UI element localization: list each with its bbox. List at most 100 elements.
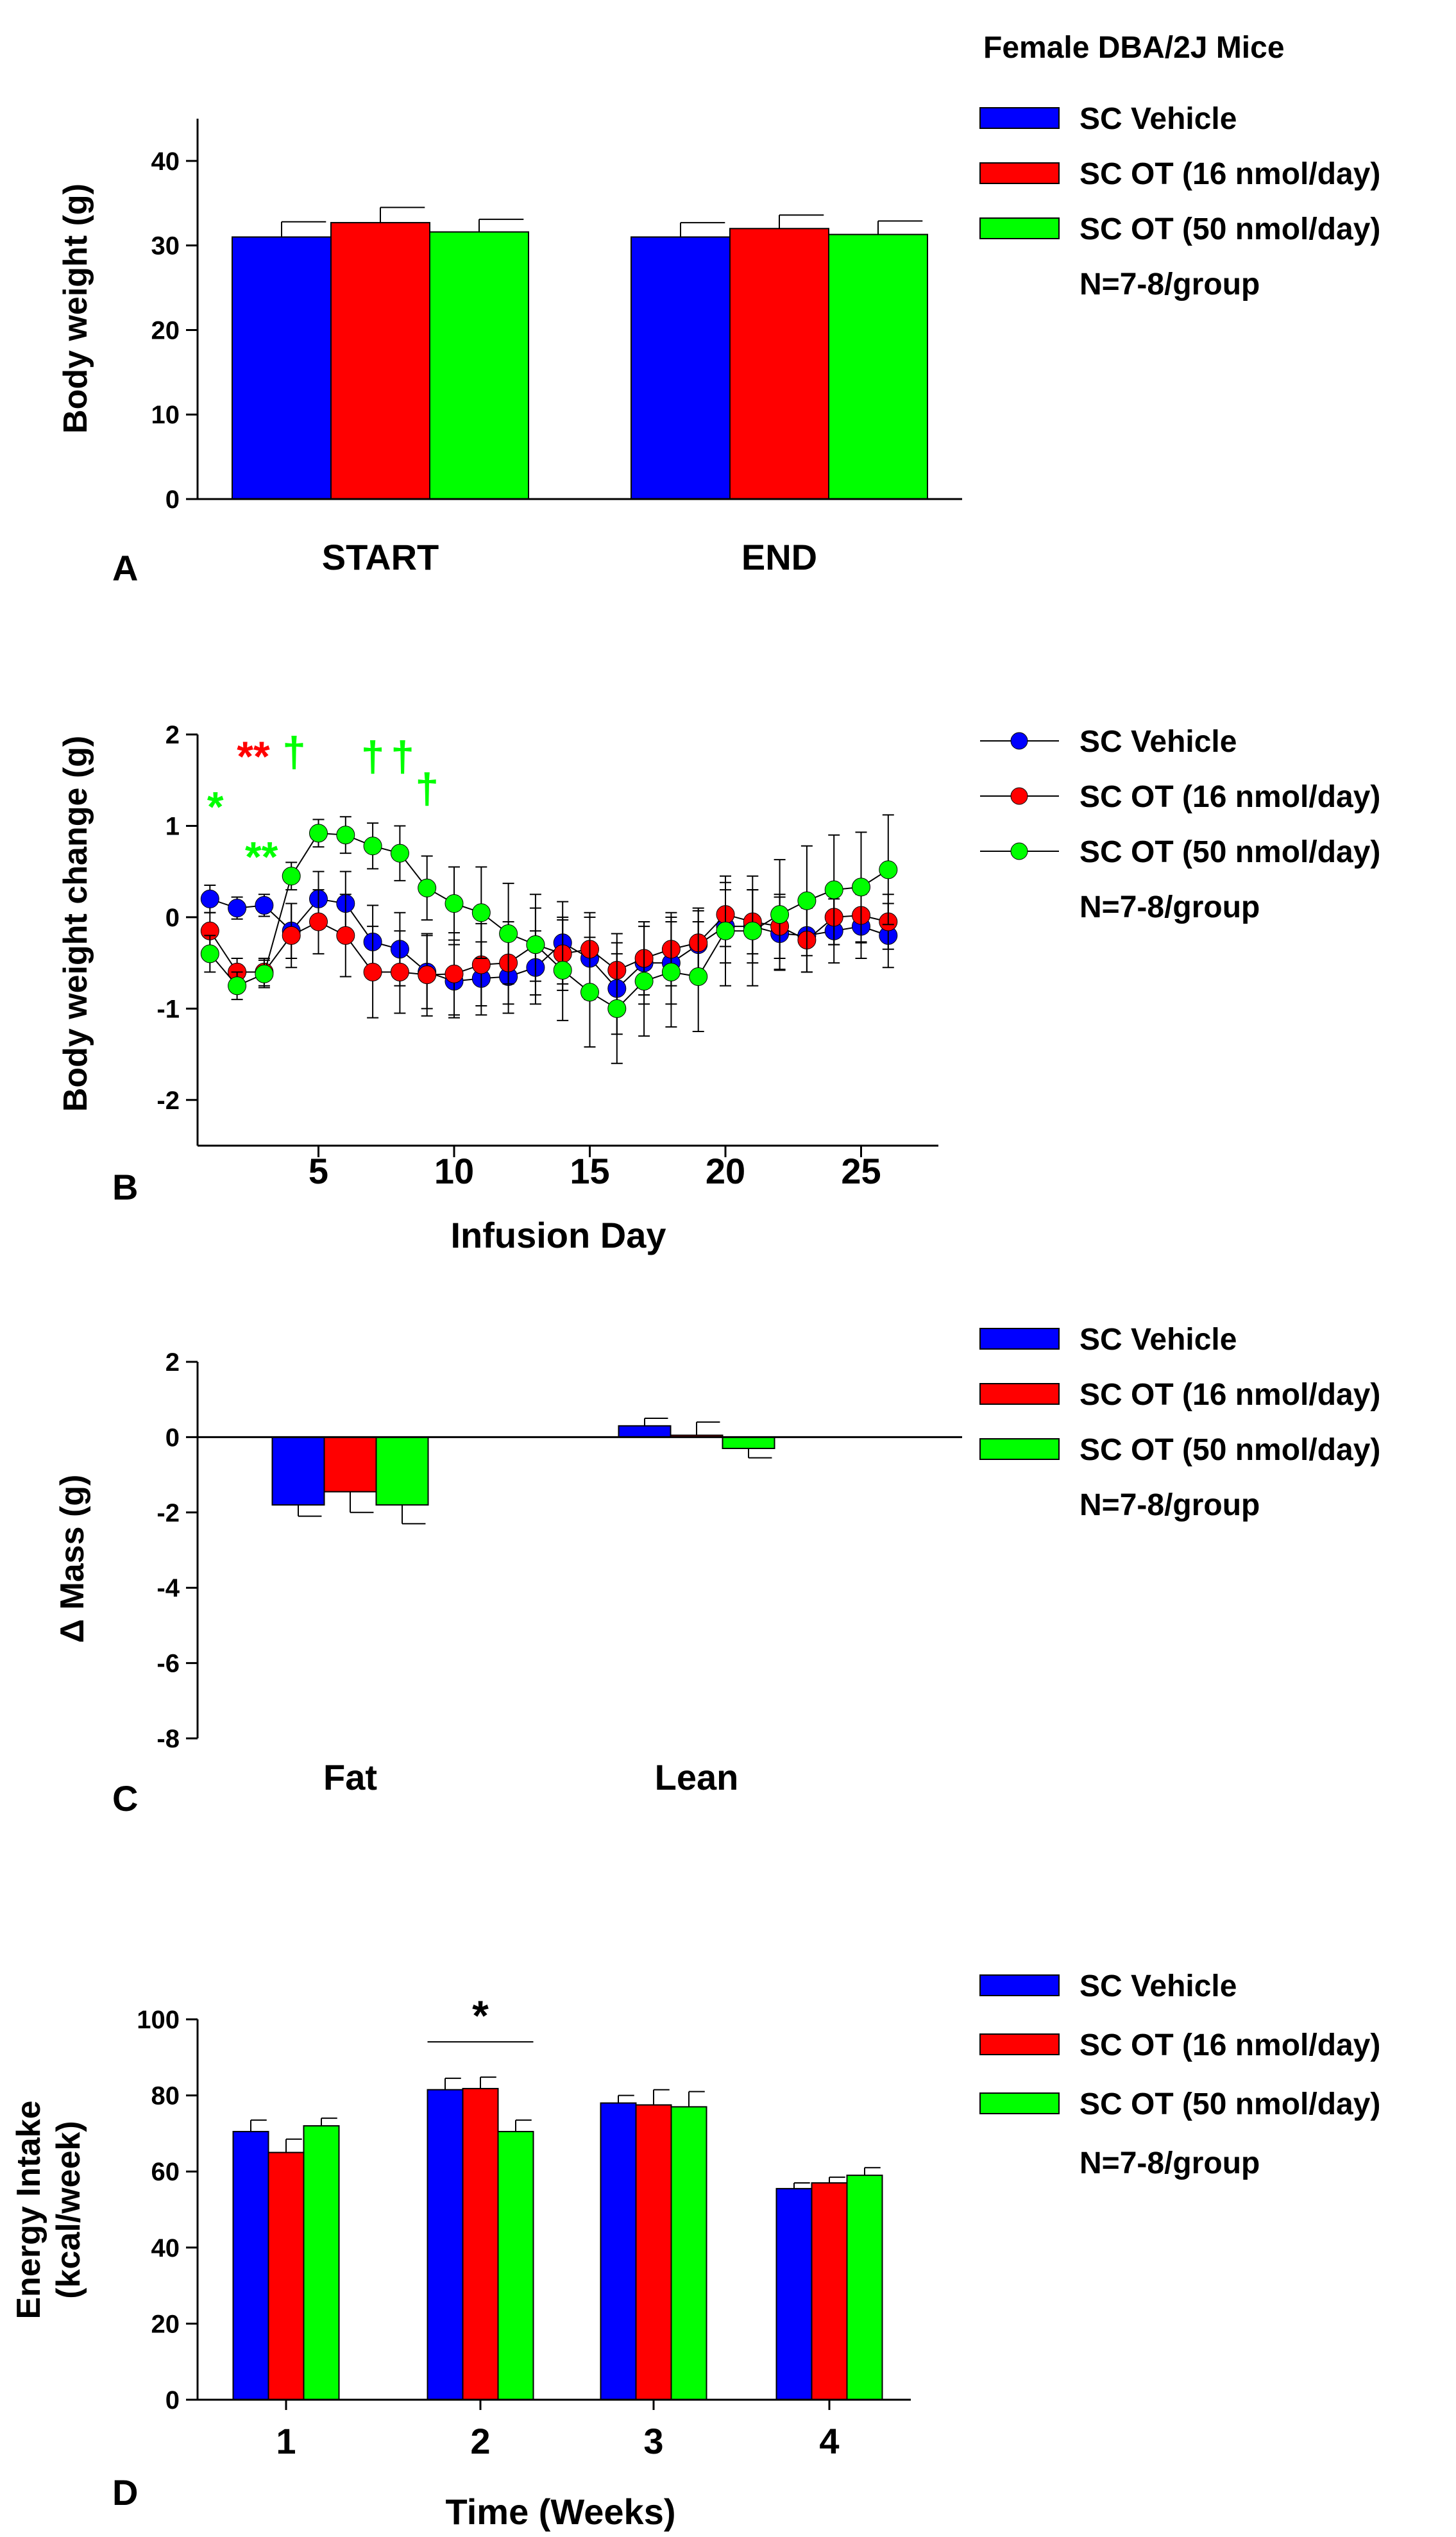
legend-swatch-sc-ot-50-nmol-day [979,2092,1060,2114]
significance-marker: † [415,765,439,812]
legend-label-sc-ot-50-nmol-day: SC OT (50 nmol/day) [1079,835,1380,869]
x-category-label-1: 1 [276,2421,296,2461]
y-tick-label: -4 [157,1574,180,1602]
y-tick-label: 2 [165,1348,180,1377]
y-tick-label: 20 [151,2310,180,2338]
point-sc-ot-16-nmol-day-day-9 [418,965,437,985]
y-axis-label: Body weight (g) [57,183,94,434]
x-category-label-start: START [322,537,439,577]
bar-sc-vehicle-fat [271,1436,325,1506]
bar-sc-ot-16-nmol-day-4 [811,2182,848,2400]
significance-marker: † [282,728,306,776]
point-sc-ot-50-nmol-day-day-1 [200,944,219,963]
bar-sc-vehicle-end [631,236,731,500]
bar-sc-ot-50-nmol-day-lean [722,1436,775,1450]
point-sc-ot-50-nmol-day-day-21 [743,921,762,940]
y-tick-label: 40 [151,2234,180,2262]
panel-letter: D [112,2472,138,2513]
x-tick-label: 20 [706,1151,745,1191]
point-sc-vehicle-day-2 [228,899,247,918]
bar-sc-ot-50-nmol-day-3 [670,2106,707,2400]
point-sc-ot-50-nmol-day-day-5 [309,824,328,843]
x-tick-label: 25 [841,1151,881,1191]
legend-label-sc-vehicle: SC Vehicle [1079,102,1237,136]
x-category-label-lean: Lean [655,1757,739,1797]
point-sc-ot-50-nmol-day-day-4 [282,867,301,886]
legend-swatch-sc-ot-16-nmol-day [979,2033,1060,2055]
point-sc-ot-50-nmol-day-day-9 [418,878,437,897]
y-axis-label: Δ Mass (g) [54,1475,91,1643]
x-category-label-end: END [741,537,817,577]
significance-marker: ** [245,833,278,881]
bar-sc-ot-16-nmol-day-start [330,222,430,500]
legend-label-sc-vehicle: SC Vehicle [1079,1323,1237,1357]
panel-b-body-weight-change: -2 -1 0 1 2 Body weight change (g) B 5 10 15 20 25 I… [57,721,1380,1255]
figure-title: Female DBA/2J Mice [983,31,1285,65]
bar-sc-ot-50-nmol-day-4 [846,2175,883,2400]
legend-note: N=7-8/group [1079,267,1260,301]
y-tick-label: 80 [151,2082,180,2110]
bar-sc-ot-50-nmol-day-1 [303,2125,340,2401]
y-tick-label: 40 [151,148,180,176]
significance-marker: * [207,783,224,830]
y-tick-label: 30 [151,232,180,260]
point-sc-ot-50-nmol-day-day-26 [879,860,898,879]
legend-label-sc-ot-16-nmol-day: SC OT (16 nmol/day) [1079,2028,1380,2062]
panel-letter: C [112,1778,138,1819]
x-category-label-3: 3 [643,2421,663,2461]
point-sc-ot-50-nmol-day-day-24 [824,880,843,899]
point-sc-ot-50-nmol-day-day-11 [471,903,491,922]
point-sc-ot-50-nmol-day-day-13 [526,935,545,955]
panel-letter: A [112,548,138,588]
legend-label-sc-vehicle: SC Vehicle [1079,1969,1237,2003]
legend-label-sc-ot-16-nmol-day: SC OT (16 nmol/day) [1079,1378,1380,1412]
significance-marker: * [472,1992,489,2039]
y-tick-label: -2 [157,1499,180,1527]
y-axis-label: Body weight change (g) [57,736,94,1112]
bar-sc-vehicle-4 [775,2187,813,2400]
point-sc-ot-16-nmol-day-day-6 [336,926,355,945]
y-tick-label: 60 [151,2158,180,2186]
panel-c-delta-mass: -8 -6 -4 -2 0 2 Δ Mass (g) C Fat Lean SC Vehicle SC… [54,1323,1380,1819]
legend-label-sc-ot-50-nmol-day: SC OT (50 nmol/day) [1079,212,1380,246]
point-sc-ot-16-nmol-day-day-10 [444,964,464,983]
legend-note: N=7-8/group [1079,890,1260,924]
bar-sc-vehicle-lean [618,1425,672,1438]
point-sc-vehicle-day-3 [255,895,274,915]
bar-sc-vehicle-1 [232,2130,269,2401]
bar-sc-ot-50-nmol-day-fat [375,1436,429,1506]
legend-marker-sc-ot-16-nmol-day [1010,787,1028,805]
point-sc-ot-16-nmol-day-day-8 [390,962,409,981]
point-sc-ot-50-nmol-day-day-18 [661,962,681,981]
bar-sc-ot-16-nmol-day-end [729,228,829,500]
y-tick-label: 20 [151,316,180,344]
x-category-label-fat: Fat [323,1757,377,1797]
y-tick-label: 2 [165,721,180,749]
point-sc-ot-50-nmol-day-day-10 [444,894,464,913]
y-tick-label: 10 [151,401,180,429]
significance-marker: † [391,733,414,780]
y-tick-label: 1 [165,812,180,840]
bar-sc-ot-16-nmol-day-fat [323,1436,377,1493]
legend-swatch-sc-ot-50-nmol-day [979,217,1060,239]
bar-sc-vehicle-3 [600,2102,637,2400]
legend-marker-sc-vehicle [1010,732,1028,750]
point-sc-ot-50-nmol-day-day-16 [607,999,627,1018]
panel-d-energy-intake: 0 20 40 60 80 100 Energy Intake (kcal/week) D 1 2 3… [10,1969,1380,2532]
point-sc-ot-50-nmol-day-day-14 [553,961,572,980]
point-sc-ot-50-nmol-day-day-12 [499,924,518,944]
legend-swatch-sc-ot-16-nmol-day [979,1383,1060,1405]
panel-a-body-weight: 0 10 20 30 40 Body weight (g) A START END SC Vehi… [57,102,1380,588]
point-sc-ot-16-nmol-day-day-5 [309,912,328,931]
y-tick-label: -1 [157,995,180,1023]
x-category-label-4: 4 [819,2421,839,2461]
y-tick-label: 0 [165,486,180,514]
point-sc-ot-50-nmol-day-day-6 [336,826,355,845]
bar-sc-vehicle-2 [427,2089,464,2401]
bar-sc-ot-16-nmol-day-1 [267,2151,305,2401]
bar-sc-ot-16-nmol-day-3 [635,2104,672,2401]
legend-note: N=7-8/group [1079,1488,1260,1522]
y-tick-label: -8 [157,1725,180,1753]
y-tick-label: 100 [137,2006,180,2034]
y-tick-label: 0 [165,904,180,932]
